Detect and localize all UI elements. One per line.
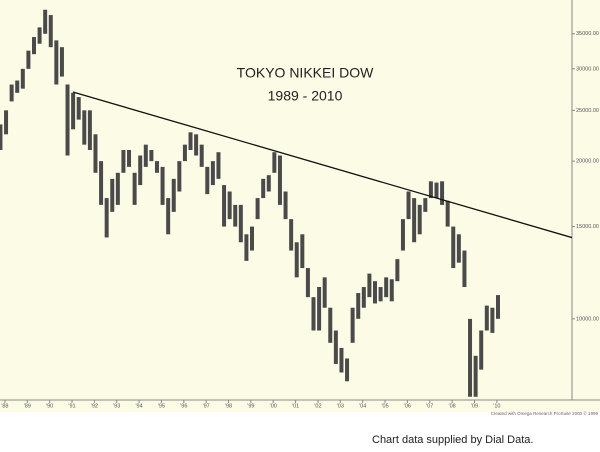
x-tick-label: '89 bbox=[24, 403, 31, 409]
trendline bbox=[72, 91, 572, 239]
chart-subtitle: 1989 - 2010 bbox=[268, 88, 343, 104]
x-tick-label: '96 bbox=[180, 403, 187, 409]
x-tick-label: '08 bbox=[449, 403, 456, 409]
plot-area bbox=[0, 9, 572, 397]
x-tick-label: '97 bbox=[203, 403, 210, 409]
y-tick-label: 10000.00 bbox=[576, 316, 599, 322]
y-tick-label: 30000.00 bbox=[576, 66, 599, 72]
x-tick-label: '04 bbox=[359, 403, 366, 409]
y-tick-label: 35000.00 bbox=[576, 31, 599, 37]
x-tick-label: '10 bbox=[493, 403, 500, 409]
y-tick-label: 25000.00 bbox=[576, 108, 599, 114]
x-tick-label: '05 bbox=[381, 403, 388, 409]
x-tick-label: '00 bbox=[270, 403, 277, 409]
x-tick-label: '06 bbox=[404, 403, 411, 409]
x-tick-label: '88 bbox=[1, 403, 8, 409]
chart-title: TOKYO NIKKEI DOW bbox=[237, 65, 374, 81]
y-tick-label: 15000.00 bbox=[576, 224, 599, 230]
x-tick-label: '09 bbox=[471, 403, 478, 409]
credit: Created with Omega Research ProSuite 200… bbox=[491, 410, 599, 416]
x-tick-label: '94 bbox=[136, 403, 143, 409]
y-tick-label: 20000.00 bbox=[576, 159, 599, 165]
x-tick-label: '99 bbox=[247, 403, 254, 409]
x-tick-label: '07 bbox=[426, 403, 433, 409]
x-tick-label: '95 bbox=[158, 403, 165, 409]
x-tick-label: '02 bbox=[314, 403, 321, 409]
x-tick-label: '01 bbox=[292, 403, 299, 409]
caption: Chart data supplied by Dial Data. bbox=[372, 434, 533, 446]
x-tick-label: '93 bbox=[113, 403, 120, 409]
x-tick-label: '92 bbox=[91, 403, 98, 409]
x-tick-label: '03 bbox=[337, 403, 344, 409]
chart-background bbox=[0, 0, 600, 412]
x-tick-label: '98 bbox=[225, 403, 232, 409]
x-tick-label: '91 bbox=[68, 403, 75, 409]
x-tick-label: '90 bbox=[46, 403, 53, 409]
